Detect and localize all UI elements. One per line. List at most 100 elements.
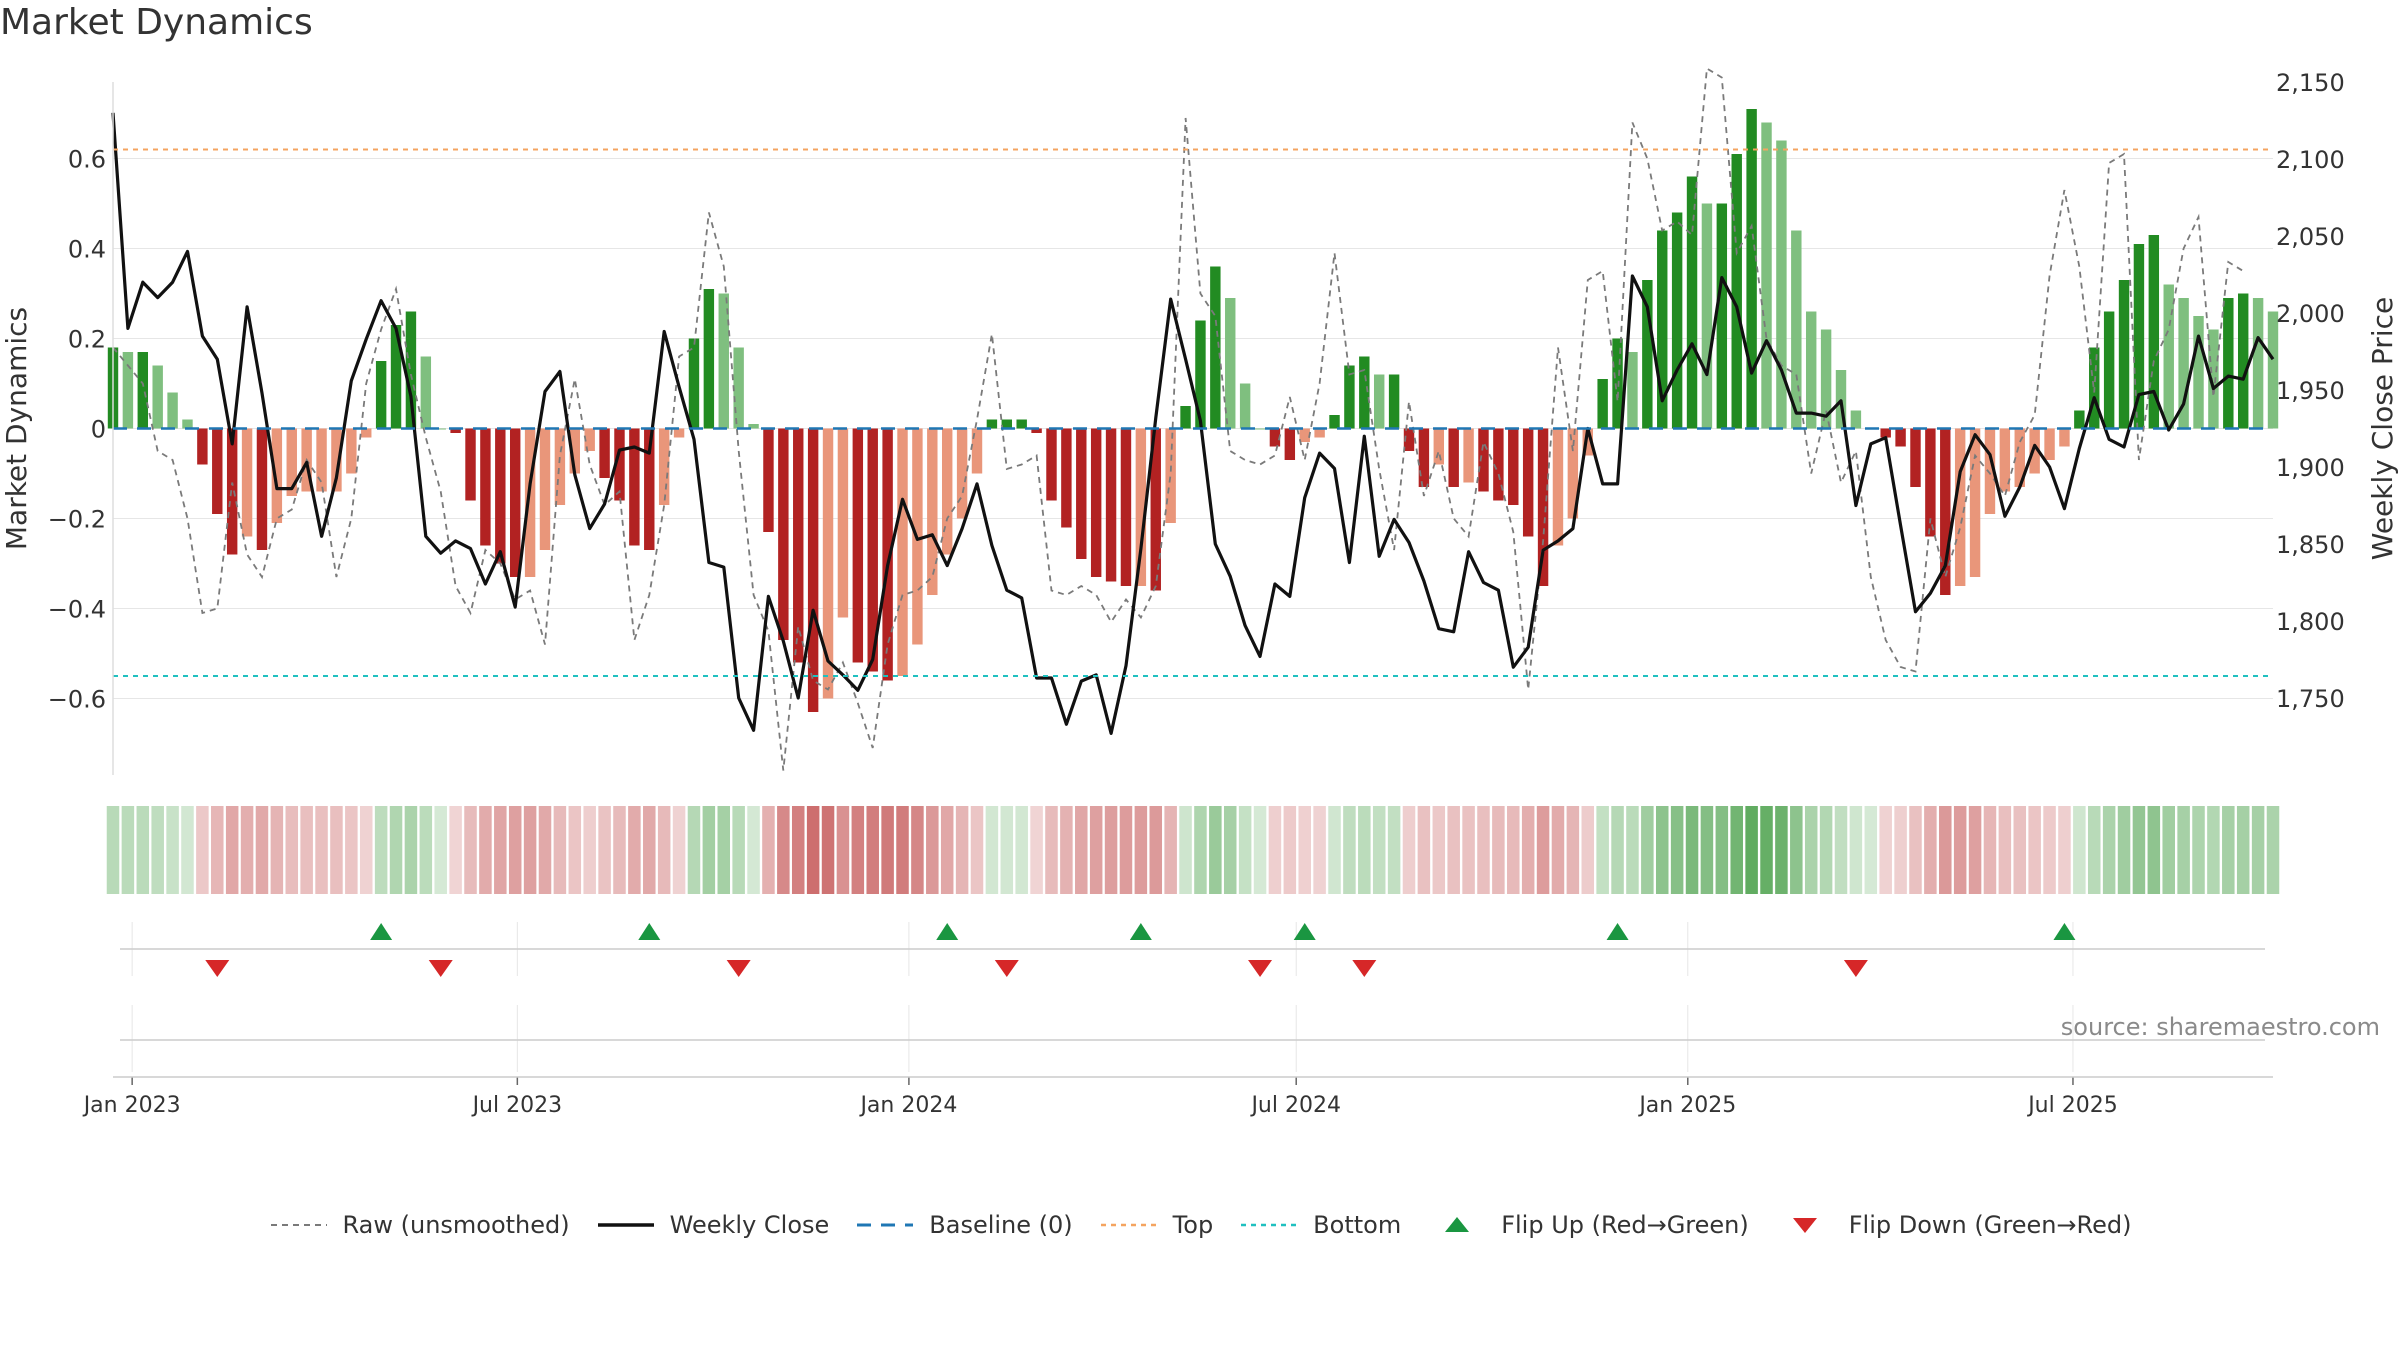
histogram-bar [2208,329,2219,429]
lower-panel [120,1005,2265,1072]
histogram-bar [1716,203,1728,429]
histogram-bar [1210,266,1221,429]
histogram-bar [1299,428,1310,442]
legend-item: Flip Down (Green→Red) [1775,1211,2132,1239]
histogram-bar [152,365,163,429]
histogram-bar [956,428,968,519]
regime-cell [359,806,373,894]
axes: 0.6 0.4 0.2 0 −0.2 −0.4 −0.6 2,150 2,100 2,050 2,0… [0,69,2399,775]
regime-cell [1358,806,1371,894]
histogram-bar [1508,428,1519,505]
regime-cell [1685,806,1699,894]
regime-cell [2222,806,2235,894]
histogram-bar [986,419,998,429]
series-lines [111,66,2275,771]
regime-cell [643,806,656,894]
regime-cell [687,806,701,894]
y-tick-label: 0.4 [68,236,106,264]
histogram-bar [390,325,402,429]
flip-up-marker [2053,923,2076,940]
histogram-bar [1076,428,1087,559]
histogram-bar [361,428,372,438]
y-tick-label: −0.2 [48,506,106,534]
histogram-bar [807,428,819,712]
regime-cell [136,806,150,894]
regime-cell [1819,806,1833,894]
histogram-bar [331,428,342,492]
y2-tick-label: 1,750 [2276,685,2345,713]
histogram-bar [2014,428,2025,487]
regime-cell [2058,806,2071,894]
y-tick-label: 0.2 [68,326,106,354]
histogram-bar [1925,428,1936,537]
histogram-bars [107,109,2279,712]
regime-cell [926,806,939,894]
legend-swatch [1445,1217,1470,1232]
histogram-bar [1537,428,1549,586]
x-tick-label: Jan 2024 [858,1093,957,1118]
regime-cell [821,806,835,894]
regime-cell [2266,806,2280,894]
regime-cell [1432,806,1446,894]
regime-cell [836,806,850,894]
regime-cell [672,806,686,894]
y2-tick-label: 1,900 [2276,454,2345,482]
regime-cell [1447,806,1460,894]
histogram-bar [1791,230,1802,429]
histogram-bar [241,428,253,537]
flip-down-marker [726,960,751,977]
regime-cell [1149,806,1163,894]
histogram-bar [286,428,297,496]
regime-cell [1089,806,1103,894]
histogram-bar [1344,365,1355,429]
y2-tick-label: 1,950 [2276,377,2345,405]
histogram-bar [2237,293,2249,429]
regime-cell [806,806,820,894]
histogram-bar [1701,203,1713,429]
histogram-bar [420,356,432,429]
histogram-bar [1552,428,1564,546]
regime-cell [345,806,358,894]
source-credit: source: sharemaestro.com [2060,1013,2380,1041]
regime-cell [955,806,969,894]
legend-swatch [1792,1218,1817,1233]
regime-cell [791,806,805,894]
flip-down-marker [1248,960,1273,977]
histogram-bar [837,428,849,618]
histogram-bar [1061,428,1072,528]
y-tick-label: −0.4 [48,596,106,624]
regime-cell [1402,806,1416,894]
x-tick-label: Jan 2025 [1637,1093,1736,1118]
histogram-bar [2163,284,2174,429]
histogram-bar [1627,352,1638,429]
histogram-bar [1031,428,1042,433]
legend-swatch [857,1223,914,1227]
market-dynamics-chart: 0.6 0.4 0.2 0 −0.2 −0.4 −0.6 2,150 2,100 2,050 2,0… [0,66,2399,1118]
regime-cell [2087,806,2101,894]
regime-cell [494,806,507,894]
histogram-bar [1999,428,2011,492]
regime-cell [449,806,462,894]
regime-cell [1030,806,1043,894]
regime-cell [106,806,120,894]
regime-cell [1134,806,1148,894]
histogram-bar [718,293,729,429]
regime-cell [151,806,164,894]
legend-label: Raw (unsmoothed) [342,1211,570,1239]
regime-cell [1492,806,1505,894]
histogram-bar [703,289,715,429]
legend-label: Weekly Close [669,1211,830,1239]
histogram-bar [658,428,670,505]
y-tick-label: −0.6 [48,686,106,714]
histogram-bar [1969,428,1981,577]
histogram-bar [1403,428,1415,451]
regime-cell [1000,806,1014,894]
y-tick-label: 0 [91,416,106,444]
flip-down-marker [1352,960,1377,977]
regime-cell [211,806,224,894]
histogram-bar [584,428,595,451]
histogram-bar [1046,428,1057,501]
histogram-bar [346,428,357,474]
histogram-bar [2193,316,2204,429]
histogram-bar [1180,406,1191,429]
